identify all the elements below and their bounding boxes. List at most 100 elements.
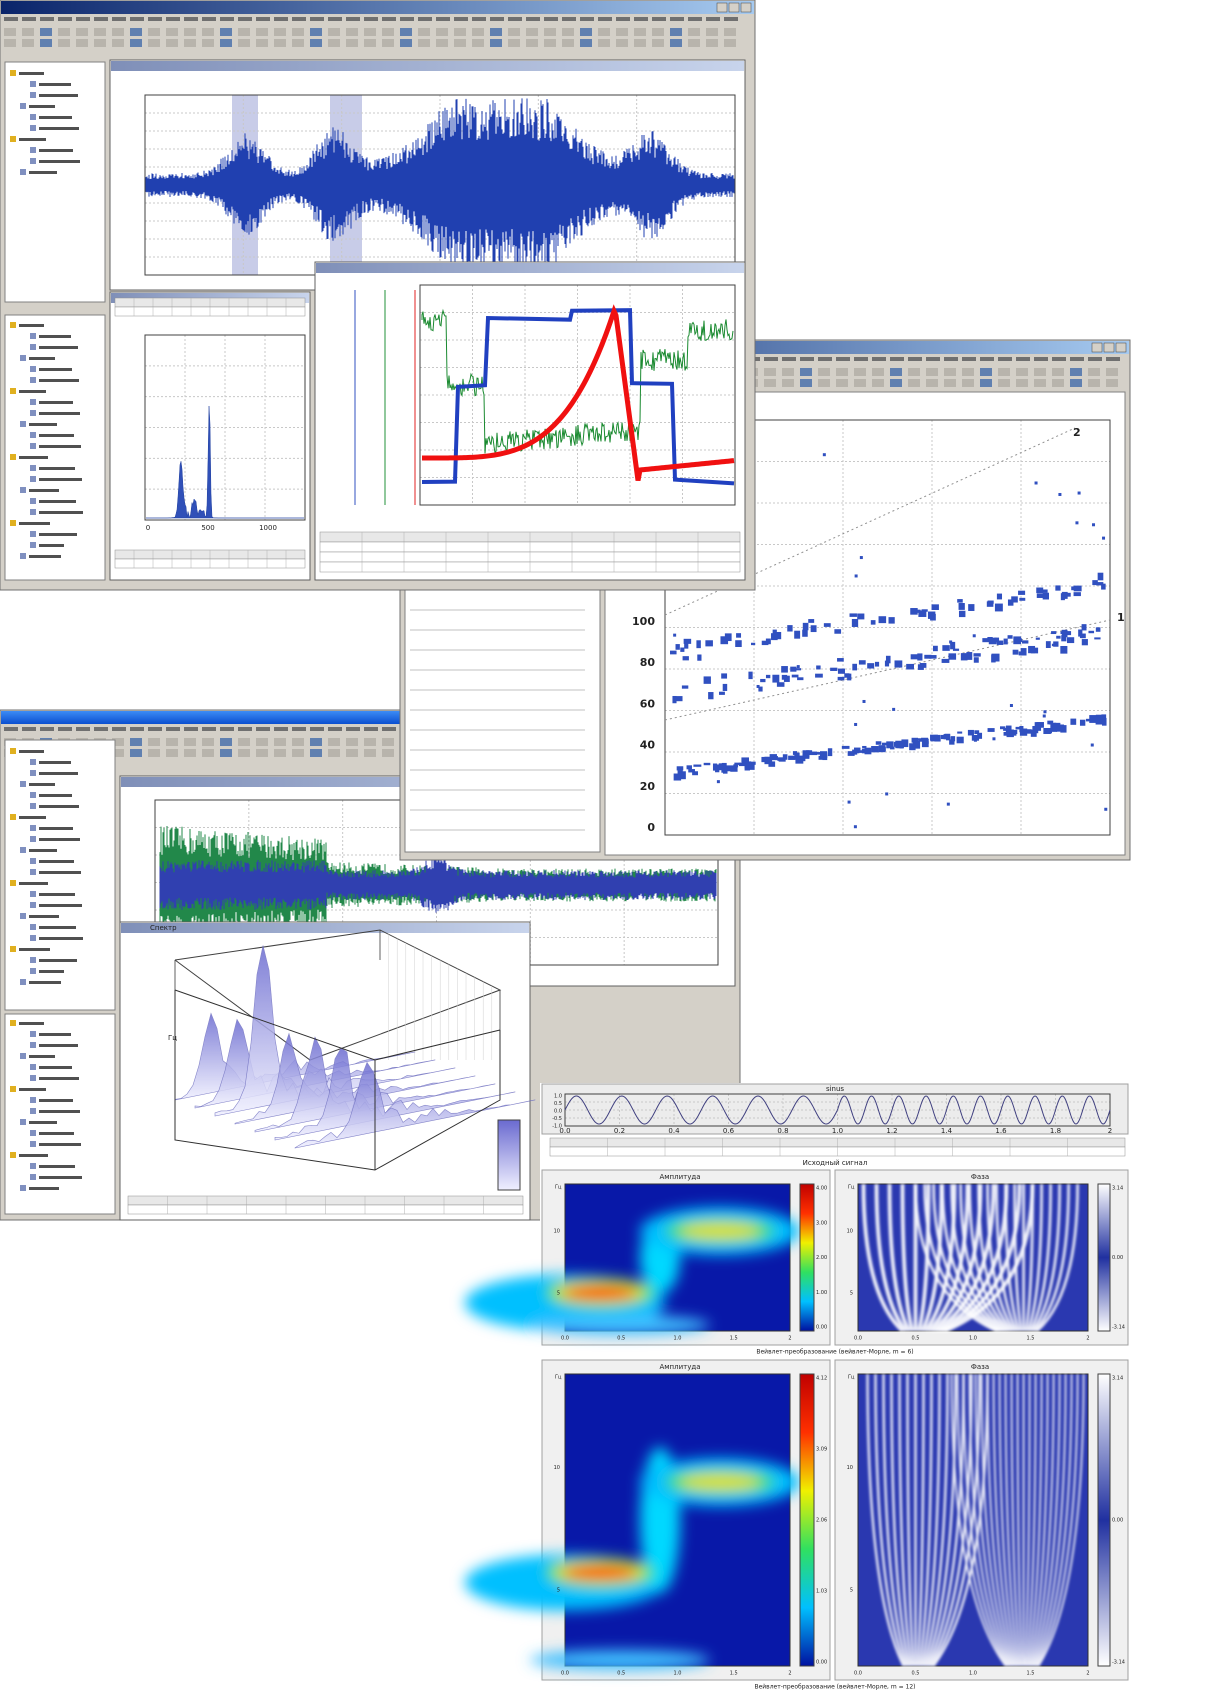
menu-item[interactable] (1016, 357, 1030, 361)
toolbar-button[interactable] (238, 738, 250, 746)
toolbar-button[interactable] (148, 738, 160, 746)
toolbar-button[interactable] (508, 28, 520, 36)
toolbar-button[interactable] (220, 39, 232, 47)
menu-item[interactable] (58, 727, 72, 731)
toolbar-button[interactable] (166, 749, 178, 757)
menu-item[interactable] (944, 357, 958, 361)
menu-item[interactable] (382, 727, 396, 731)
toolbar-button[interactable] (652, 39, 664, 47)
toolbar-button[interactable] (562, 39, 574, 47)
menu-item[interactable] (40, 727, 54, 731)
toolbar-button[interactable] (274, 28, 286, 36)
menu-item[interactable] (40, 17, 54, 21)
toolbar-button[interactable] (58, 39, 70, 47)
toolbar-button[interactable] (328, 39, 340, 47)
window-button[interactable] (1115, 342, 1127, 353)
menu-item[interactable] (764, 357, 778, 361)
toolbar-button[interactable] (292, 39, 304, 47)
menu-item[interactable] (800, 357, 814, 361)
window-button[interactable] (740, 2, 752, 13)
toolbar-button[interactable] (220, 738, 232, 746)
toolbar-button[interactable] (580, 39, 592, 47)
toolbar-button[interactable] (1088, 368, 1100, 376)
toolbar-button[interactable] (688, 28, 700, 36)
toolbar-button[interactable] (148, 39, 160, 47)
menu-item[interactable] (890, 357, 904, 361)
toolbar-button[interactable] (166, 738, 178, 746)
toolbar-button[interactable] (670, 39, 682, 47)
menu-item[interactable] (724, 17, 738, 21)
menu-item[interactable] (310, 17, 324, 21)
menu-item[interactable] (400, 17, 414, 21)
toolbar-button[interactable] (274, 749, 286, 757)
toolbar-button[interactable] (382, 28, 394, 36)
toolbar-button[interactable] (148, 28, 160, 36)
toolbar-button[interactable] (238, 39, 250, 47)
menu-item[interactable] (598, 17, 612, 21)
menu-item[interactable] (328, 17, 342, 21)
toolbar-button[interactable] (1034, 379, 1046, 387)
toolbar-button[interactable] (764, 379, 776, 387)
toolbar-button[interactable] (112, 738, 124, 746)
toolbar-button[interactable] (274, 39, 286, 47)
toolbar-button[interactable] (908, 368, 920, 376)
menu-item[interactable] (148, 17, 162, 21)
toolbar-button[interactable] (890, 368, 902, 376)
menu-item[interactable] (238, 17, 252, 21)
toolbar-button[interactable] (926, 368, 938, 376)
toolbar-button[interactable] (1034, 368, 1046, 376)
toolbar-button[interactable] (292, 28, 304, 36)
menu-item[interactable] (238, 727, 252, 731)
menu-item[interactable] (670, 17, 684, 21)
toolbar-button[interactable] (238, 749, 250, 757)
toolbar-button[interactable] (872, 379, 884, 387)
toolbar-button[interactable] (508, 39, 520, 47)
toolbar-button[interactable] (944, 379, 956, 387)
toolbar-button[interactable] (1016, 368, 1028, 376)
toolbar-button[interactable] (634, 28, 646, 36)
menu-item[interactable] (508, 17, 522, 21)
toolbar-button[interactable] (998, 368, 1010, 376)
toolbar-button[interactable] (454, 28, 466, 36)
toolbar-button[interactable] (130, 738, 142, 746)
toolbar-button[interactable] (782, 379, 794, 387)
toolbar-button[interactable] (220, 749, 232, 757)
toolbar-button[interactable] (544, 39, 556, 47)
toolbar-button[interactable] (364, 28, 376, 36)
toolbar-button[interactable] (616, 39, 628, 47)
toolbar-button[interactable] (292, 738, 304, 746)
toolbar-button[interactable] (76, 28, 88, 36)
menu-item[interactable] (184, 17, 198, 21)
menu-item[interactable] (364, 727, 378, 731)
toolbar-button[interactable] (724, 39, 736, 47)
toolbar-button[interactable] (980, 368, 992, 376)
toolbar-button[interactable] (346, 749, 358, 757)
toolbar-button[interactable] (94, 28, 106, 36)
toolbar-button[interactable] (998, 379, 1010, 387)
menu-item[interactable] (328, 727, 342, 731)
menu-item[interactable] (1070, 357, 1084, 361)
menu-item[interactable] (130, 17, 144, 21)
menu-item[interactable] (310, 727, 324, 731)
toolbar-button[interactable] (800, 368, 812, 376)
toolbar-button[interactable] (926, 379, 938, 387)
toolbar-button[interactable] (166, 39, 178, 47)
toolbar-button[interactable] (22, 28, 34, 36)
toolbar-button[interactable] (418, 39, 430, 47)
menu-item[interactable] (382, 17, 396, 21)
menu-item[interactable] (1088, 357, 1102, 361)
toolbar-button[interactable] (328, 749, 340, 757)
toolbar-button[interactable] (418, 28, 430, 36)
toolbar-button[interactable] (1070, 368, 1082, 376)
toolbar-button[interactable] (202, 738, 214, 746)
menu-item[interactable] (854, 357, 868, 361)
toolbar-button[interactable] (962, 368, 974, 376)
toolbar-button[interactable] (22, 39, 34, 47)
toolbar-button[interactable] (980, 379, 992, 387)
toolbar-button[interactable] (598, 28, 610, 36)
menu-item[interactable] (706, 17, 720, 21)
menu-item[interactable] (472, 17, 486, 21)
toolbar-button[interactable] (544, 28, 556, 36)
toolbar-button[interactable] (688, 39, 700, 47)
toolbar-button[interactable] (490, 39, 502, 47)
